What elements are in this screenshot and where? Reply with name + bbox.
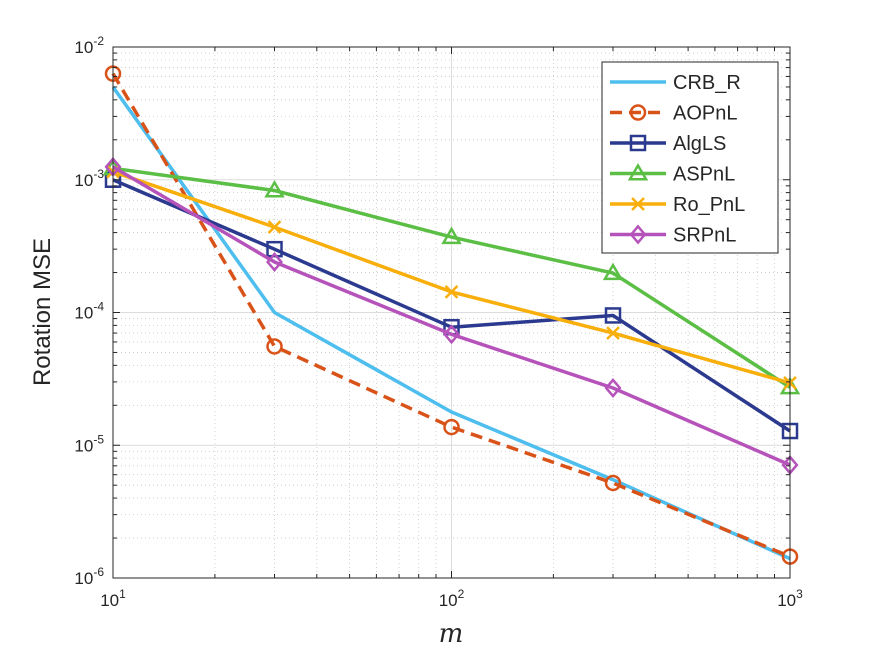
x-axis-label: m bbox=[439, 619, 464, 649]
x-marker bbox=[606, 326, 620, 340]
x-marker bbox=[267, 220, 282, 234]
data-point-srpnl bbox=[443, 324, 460, 345]
diamond-marker bbox=[443, 324, 460, 345]
legend-entry-aopnl: AOPnL bbox=[610, 103, 737, 125]
square-marker bbox=[604, 307, 622, 324]
data-point-aspnl bbox=[602, 262, 624, 281]
circle-marker bbox=[266, 338, 283, 355]
data-point-srpnl bbox=[604, 378, 622, 398]
legend-label: ASPnL bbox=[673, 164, 735, 186]
legend-label: AOPnL bbox=[673, 103, 737, 125]
x-marker bbox=[631, 197, 645, 211]
triangle-marker bbox=[441, 226, 462, 245]
data-point-aopnl bbox=[443, 418, 460, 436]
legend-box bbox=[601, 61, 779, 254]
legend-entry-ro-pnl: Ro_PnL bbox=[610, 194, 745, 216]
square-marker bbox=[629, 134, 647, 152]
y-tick-label: 10-5 bbox=[74, 432, 104, 455]
y-tick-label: 10-4 bbox=[74, 300, 104, 323]
circle-marker bbox=[443, 418, 460, 436]
data-point-srpnl bbox=[266, 252, 283, 273]
data-point-aspnl bbox=[264, 179, 285, 198]
legend-entry-srpnl: SRPnL bbox=[610, 225, 736, 247]
ticks: 101 102 103 10-6 10-5 10-4 10-3 10-2 bbox=[74, 34, 803, 610]
series-line-aopnl bbox=[111, 72, 791, 559]
legend-entry-algls: AlgLS bbox=[610, 133, 726, 155]
x-tick-label: 102 bbox=[439, 587, 465, 610]
data-point-ro-pnl bbox=[444, 285, 459, 299]
data-point-algls bbox=[604, 307, 622, 324]
diamond-marker bbox=[266, 252, 283, 273]
data-point-aopnl bbox=[266, 338, 283, 355]
y-axis-label: Rotation MSE bbox=[29, 238, 56, 386]
legend-label: CRB_R bbox=[673, 72, 741, 94]
legend: CRB_R AOPnL AlgLS ASPnL Ro_PnL SRPnL bbox=[601, 61, 779, 254]
y-tick-label: 10-2 bbox=[74, 34, 104, 57]
x-marker bbox=[444, 285, 459, 299]
diamond-marker bbox=[629, 224, 647, 245]
series-line-srpnl bbox=[112, 165, 791, 467]
x-tick-label: 101 bbox=[100, 587, 126, 610]
data-point-aopnl bbox=[604, 474, 622, 492]
circle-marker bbox=[629, 104, 647, 121]
diamond-marker bbox=[604, 378, 622, 398]
y-tick-label: 10-3 bbox=[74, 167, 104, 190]
legend-entry-aspnl: ASPnL bbox=[610, 162, 735, 186]
data-point-aspnl bbox=[441, 226, 462, 245]
series-line-aspnl bbox=[112, 166, 791, 389]
series-layer bbox=[102, 65, 801, 565]
data-point-ro-pnl bbox=[606, 326, 620, 340]
legend-entry-crb-r: CRB_R bbox=[610, 72, 741, 94]
square-marker bbox=[266, 240, 283, 258]
circle-marker bbox=[604, 474, 622, 492]
legend-label: AlgLS bbox=[673, 133, 726, 155]
data-point-algls bbox=[266, 240, 283, 258]
legend-label: SRPnL bbox=[673, 225, 736, 247]
triangle-marker bbox=[602, 262, 624, 281]
data-point-ro-pnl bbox=[267, 220, 282, 234]
series-aopnl bbox=[104, 65, 799, 565]
triangle-marker bbox=[264, 179, 285, 198]
legend-label: Ro_PnL bbox=[673, 194, 745, 216]
triangle-marker bbox=[627, 162, 649, 181]
x-tick-label: 103 bbox=[777, 587, 803, 610]
y-tick-label: 10-6 bbox=[74, 565, 104, 588]
